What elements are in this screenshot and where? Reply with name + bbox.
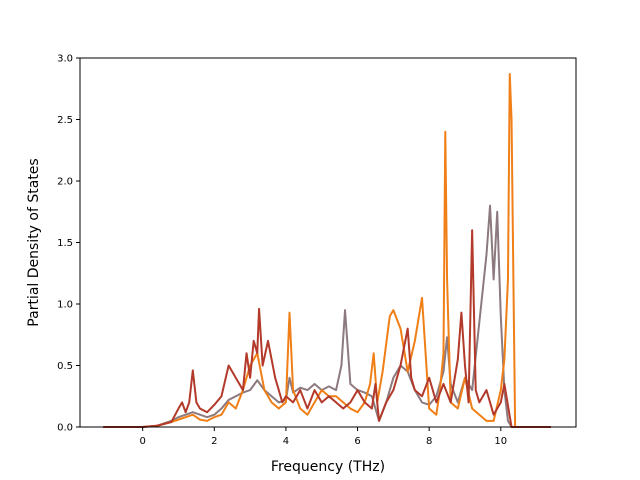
y-tick-label: 0.0	[57, 423, 73, 434]
y-axis-label: Partial Density of States	[26, 158, 42, 326]
x-tick-label: 0	[139, 436, 145, 447]
y-tick-label: 2.5	[57, 115, 73, 126]
x-tick-label: 8	[426, 436, 432, 447]
y-tick-label: 1.0	[57, 300, 73, 311]
x-tick-label: 2	[211, 436, 217, 447]
x-tick-label: 4	[283, 436, 289, 447]
plot-area-frame	[79, 57, 577, 428]
y-tick-label: 2.0	[57, 177, 73, 188]
x-axis-ticks: 0 2 4 6 8 10	[139, 427, 507, 447]
y-axis-ticks: 0.0 0.5 1.0 1.5 2.0 2.5 3.0	[57, 54, 80, 434]
y-tick-label: 0.5	[57, 361, 73, 372]
series-line-3	[103, 229, 551, 428]
series-layer	[103, 72, 551, 428]
x-tick-label: 6	[354, 436, 360, 447]
y-tick-label: 3.0	[57, 54, 73, 65]
x-axis-label: Frequency (THz)	[271, 459, 385, 475]
series-line-2	[103, 72, 551, 428]
x-tick-label: 10	[494, 436, 507, 447]
y-tick-label: 1.5	[57, 238, 73, 249]
